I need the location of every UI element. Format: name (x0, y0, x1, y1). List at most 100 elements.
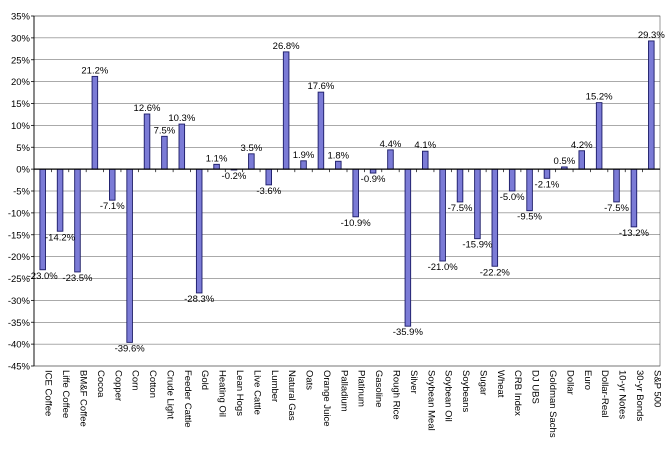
data-label: 1.8% (327, 150, 349, 161)
category-label: ICE Coffee (43, 370, 54, 416)
data-label: 3.5% (241, 143, 263, 154)
data-label: -39.6% (115, 343, 146, 354)
bar (248, 153, 255, 170)
bar (143, 113, 151, 170)
category-label: DJ UBS (530, 370, 541, 404)
bar (108, 168, 116, 201)
category-label: Rough Rice (390, 370, 401, 420)
data-label: -23.5% (62, 273, 93, 284)
y-tick-label: -15% (8, 230, 31, 241)
data-label: -3.6% (256, 186, 281, 197)
category-label: Dollar-Real (599, 370, 610, 418)
data-label: -35.9% (393, 327, 424, 338)
category-label: Feeder Cattle (182, 370, 193, 428)
bar (213, 163, 220, 170)
data-label: 4.1% (414, 140, 436, 151)
bar (613, 168, 620, 203)
category-label: Lumber (269, 370, 280, 402)
y-tick-label: 20% (11, 77, 31, 88)
bar (630, 168, 638, 228)
data-label: 1.1% (206, 153, 228, 164)
bar (317, 91, 325, 170)
bar (648, 40, 655, 170)
category-label: Silver (408, 370, 419, 394)
category-label: Soybeans (460, 370, 471, 413)
data-label: -0.2% (222, 171, 247, 182)
bar (578, 150, 586, 170)
data-label: 10.3% (168, 113, 195, 124)
gridlines (34, 15, 660, 367)
data-label: 7.5% (154, 125, 176, 136)
data-label: 21.2% (81, 65, 108, 76)
bar (352, 168, 359, 218)
data-label: 0.5% (554, 156, 576, 167)
data-label: -21.0% (428, 262, 459, 273)
y-tick-label: -40% (8, 340, 31, 351)
data-label: 4.4% (380, 139, 402, 150)
data-label: -9.5% (517, 212, 542, 223)
category-label: Wheat (495, 370, 506, 398)
bar (456, 168, 464, 203)
bar (404, 168, 412, 327)
category-label: CRB Index (512, 370, 523, 416)
y-tick-label: -25% (8, 274, 31, 285)
bar (300, 160, 307, 170)
y-tick-label: -10% (8, 208, 31, 219)
data-label: -10.9% (341, 218, 372, 229)
axes (31, 15, 661, 367)
category-labels: ICE Coffee Liffe Coffee BM&F Coffee Cocoa Co… (43, 370, 663, 438)
data-label: -15.9% (462, 240, 493, 251)
bar (335, 160, 342, 170)
data-label: 1.9% (293, 150, 315, 161)
y-tick-label: 25% (11, 55, 31, 66)
category-label: Cotton (147, 370, 158, 398)
category-label: Palladium (338, 370, 349, 412)
bar (387, 149, 394, 170)
data-label: -7.5% (448, 203, 473, 214)
data-label: -28.3% (184, 294, 215, 305)
category-label: Gold (199, 370, 210, 390)
data-label: -5.0% (500, 192, 525, 203)
bar (595, 102, 603, 170)
category-label: Dollar (564, 370, 575, 395)
data-label: -7.5% (604, 203, 629, 214)
bar (491, 168, 499, 267)
category-label: Crude Light (164, 370, 175, 419)
bar (474, 168, 481, 240)
bar (195, 168, 203, 294)
category-label: Soybean Oil (443, 370, 454, 422)
data-label: 4.2% (571, 140, 593, 151)
data-label: -7.1% (100, 201, 125, 212)
bar (56, 168, 64, 232)
category-label: Liffe Coffee (60, 370, 71, 418)
category-label: Oats (304, 370, 315, 390)
data-label: -13.2% (619, 228, 650, 239)
bar (126, 168, 133, 343)
bar (526, 168, 533, 212)
bar (74, 168, 81, 273)
category-label: Heating Oil (217, 370, 228, 417)
data-label: 26.8% (273, 41, 300, 52)
category-label: Corn (130, 370, 141, 391)
data-label: -2.1% (535, 179, 560, 190)
category-label: 10-yr Notes (617, 370, 628, 419)
category-label: Live Cattle (251, 370, 262, 415)
data-label: -0.9% (361, 174, 386, 185)
y-tick-label: -20% (8, 252, 31, 263)
data-label: -14.2% (45, 232, 76, 243)
bar (91, 75, 99, 170)
y-tick-label: -30% (8, 296, 31, 307)
y-axis-tick-labels: 35% 30% 25% 20% 15% 10% 5% 0% -5% -10% -15% -20% -25… (8, 12, 31, 373)
bar (439, 168, 446, 262)
category-label: S&P 500 (651, 370, 662, 407)
category-label: Natural Gas (286, 370, 297, 421)
bar (161, 135, 168, 170)
bar (422, 150, 429, 170)
data-label: 29.3% (638, 30, 665, 41)
category-label: Platinum (356, 370, 367, 407)
bar (282, 51, 290, 170)
category-label: Orange Juice (321, 370, 332, 427)
category-label: 30-yr Bonds (634, 370, 645, 421)
y-tick-label: -45% (8, 362, 31, 373)
data-label: -22.2% (480, 267, 511, 278)
